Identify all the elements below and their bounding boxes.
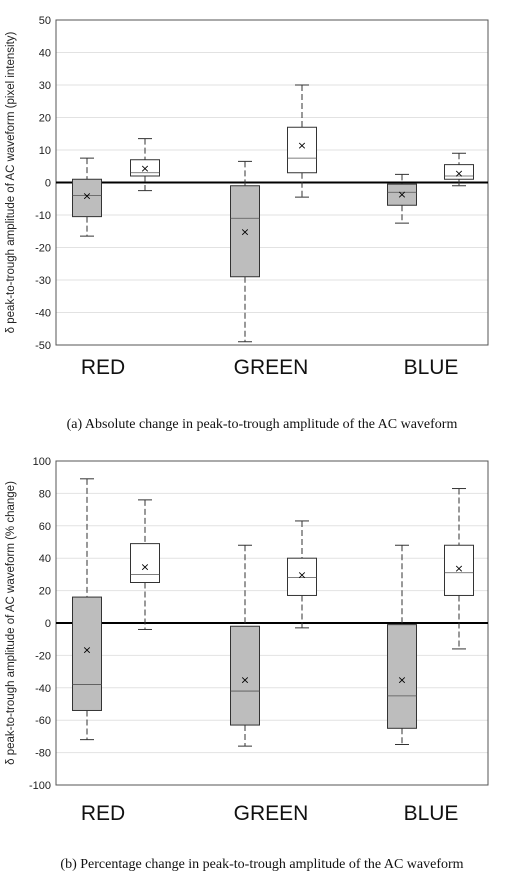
box-blue-shaded: × (387, 544, 417, 745)
interquartile-box (387, 624, 417, 729)
mean-marker: × (240, 674, 249, 687)
box-red-shaded: × (72, 157, 102, 237)
mean-marker: × (240, 225, 249, 238)
y-tick-label: 10 (39, 145, 51, 157)
mean-marker: × (140, 560, 149, 573)
box-red-white: × (130, 138, 160, 192)
y-tick-label: 0 (45, 618, 51, 630)
y-tick-label: 100 (33, 456, 51, 468)
figure-caption: (b) Percentage change in peak-to-trough … (60, 857, 463, 872)
box-green-shaded: × (230, 160, 260, 343)
mean-marker: × (82, 190, 91, 203)
mean-marker: × (397, 188, 406, 201)
category-label-red: RED (81, 356, 125, 379)
y-axis-label: δ peak-to-trough amplitude of AC wavefor… (5, 31, 17, 333)
interquartile-box (230, 625, 260, 726)
box-green-white: × (287, 84, 317, 198)
box-red-white: × (130, 499, 160, 630)
box-blue-white: × (444, 152, 474, 187)
mean-marker: × (397, 674, 406, 687)
interquartile-box (130, 543, 160, 583)
y-tick-label: 40 (39, 48, 51, 60)
y-axis-label: δ peak-to-trough amplitude of AC wavefor… (5, 481, 17, 765)
y-tick-label: 30 (39, 80, 51, 92)
y-tick-label: -40 (35, 308, 51, 320)
y-tick-label: -80 (35, 748, 51, 760)
interquartile-box (287, 126, 317, 174)
interquartile-box (130, 159, 160, 177)
mean-marker: × (297, 139, 306, 152)
interquartile-box (72, 596, 102, 711)
mean-marker: × (82, 644, 91, 657)
y-tick-label: 20 (39, 113, 51, 125)
y-tick-label: -30 (35, 275, 51, 287)
panel-absolute-change: -50 -40 -30 -20 -10 0 10 20 30 40 50 × × × × × × RED GREEN… (5, 15, 489, 432)
y-tick-label: -60 (35, 715, 51, 727)
y-tick-label: 50 (39, 15, 51, 27)
interquartile-box (387, 183, 417, 206)
mean-marker: × (454, 562, 463, 575)
category-label-green: GREEN (234, 802, 309, 825)
interquartile-box (72, 178, 102, 218)
category-label-red: RED (81, 802, 125, 825)
panel-percentage-change: -100 -80 -60 -40 -20 0 20 40 60 80 100 × × × × × × RED GRE… (5, 456, 489, 872)
y-tick-label: -20 (35, 243, 51, 255)
y-tick-label: -40 (35, 683, 51, 695)
interquartile-box (444, 544, 474, 596)
category-label-blue: BLUE (404, 802, 459, 825)
category-label-blue: BLUE (404, 356, 459, 379)
y-tick-label: 40 (39, 553, 51, 565)
figure-caption: (a) Absolute change in peak-to-trough am… (67, 417, 458, 432)
y-tick-label: -100 (29, 780, 51, 792)
y-tick-label: -50 (35, 340, 51, 352)
box-green-shaded: × (230, 544, 260, 747)
y-tick-label: 60 (39, 521, 51, 533)
y-tick-label: -20 (35, 650, 51, 662)
interquartile-box (287, 557, 317, 596)
interquartile-box (230, 185, 260, 278)
y-tick-label: -10 (35, 210, 51, 222)
box-red-shaded: × (72, 478, 102, 741)
y-tick-label: 20 (39, 586, 51, 598)
box-blue-shaded: × (387, 173, 417, 224)
y-tick-label: 0 (45, 178, 51, 190)
mean-marker: × (454, 167, 463, 180)
interquartile-box (444, 164, 474, 180)
y-tick-label: 80 (39, 488, 51, 500)
category-label-green: GREEN (234, 356, 309, 379)
box-green-white: × (287, 520, 317, 629)
mean-marker: × (297, 568, 306, 581)
mean-marker: × (140, 162, 149, 175)
box-blue-white: × (444, 488, 474, 650)
